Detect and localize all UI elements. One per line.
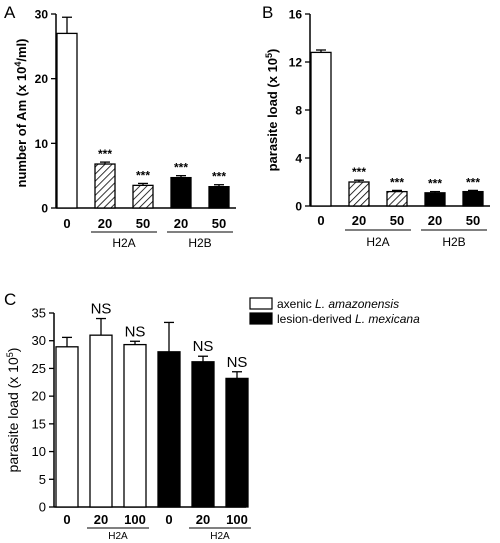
legend-entry: axenic L. amazonensis (277, 297, 399, 311)
y-tick-label: 15 (32, 416, 46, 431)
bar (348, 181, 370, 207)
bar (424, 192, 446, 207)
bar (191, 361, 215, 508)
y-tick-label: 0 (295, 200, 302, 214)
significance-label: *** (466, 175, 480, 189)
significance-label: NS (125, 323, 146, 340)
bar (94, 163, 116, 209)
y-tick-label: 20 (32, 389, 46, 404)
x-category-label: 100 (124, 512, 146, 527)
significance-label: NS (91, 301, 112, 318)
y-tick-label: 20 (35, 72, 49, 86)
significance-label: NS (193, 338, 214, 355)
y-tick-label: 30 (32, 333, 46, 348)
y-tick-label: 0 (41, 202, 48, 216)
significance-label: *** (174, 161, 188, 175)
legend-swatch (249, 312, 273, 325)
x-category-label: 50 (212, 216, 226, 231)
y-tick-label: 12 (289, 56, 303, 70)
x-category-label: 50 (390, 213, 404, 228)
group-label: H2B (188, 236, 211, 250)
panel-a: 0 10 20 30 number of Am (x 104/ml) 0 *** 20 *** 5… (13, 8, 236, 250)
panel-b-letter: B (262, 3, 273, 22)
significance-label: *** (98, 147, 112, 161)
bar (157, 351, 181, 508)
x-category-label: 20 (98, 216, 112, 231)
y-tick-label: 8 (295, 104, 302, 118)
legend-swatch (249, 297, 273, 310)
chart-panels: 0 10 20 30 number of Am (x 104/ml) 0 *** 20 *** 5… (5, 8, 490, 542)
legend-entry: lesion-derived L. mexicana (277, 312, 420, 326)
group-label: H2B (442, 235, 465, 249)
y-tick-label: 0 (39, 500, 46, 515)
y-tick-label: 25 (32, 361, 46, 376)
panel-c: 0 5 10 15 20 25 30 35 parasite load (x 105) 0 NS 20… (5, 297, 420, 542)
bar (225, 377, 249, 508)
group-label: H2A (108, 531, 128, 542)
bar (123, 343, 147, 508)
x-category-label: 0 (165, 512, 172, 527)
significance-label: *** (136, 168, 150, 182)
x-category-label: 0 (317, 213, 324, 228)
panel-a-letter: A (4, 3, 16, 22)
y-axis-label: parasite load (x 105) (5, 348, 21, 473)
y-axis-label: parasite load (x 105) (264, 49, 280, 172)
significance-label: *** (352, 165, 366, 179)
bar (386, 190, 408, 207)
significance-label: *** (390, 175, 404, 189)
x-category-label: 0 (63, 512, 70, 527)
y-tick-label: 4 (295, 152, 302, 166)
bar (55, 346, 79, 508)
x-category-label: 50 (466, 213, 480, 228)
panel-b: 0 4 8 12 16 parasite load (x 105) 0 *** 20 *** 50 *… (264, 8, 490, 249)
x-category-label: 20 (196, 512, 210, 527)
bar (56, 32, 78, 209)
bar (132, 184, 154, 209)
bar (310, 51, 332, 207)
x-category-label: 100 (226, 512, 248, 527)
group-label: H2A (112, 236, 135, 250)
y-tick-label: 16 (289, 8, 303, 22)
bar (89, 334, 113, 508)
x-category-label: 0 (63, 216, 70, 231)
x-category-label: 20 (428, 213, 442, 228)
x-category-label: 20 (94, 512, 108, 527)
y-tick-label: 30 (35, 8, 49, 22)
group-label: H2A (210, 531, 230, 542)
x-category-label: 20 (174, 216, 188, 231)
y-axis-label: number of Am (x 104/ml) (13, 38, 29, 187)
y-tick-label: 5 (39, 472, 46, 487)
panel-c-letter: C (4, 290, 16, 309)
y-tick-label: 35 (32, 306, 46, 321)
significance-label: *** (428, 177, 442, 191)
x-category-label: 20 (352, 213, 366, 228)
bar (208, 186, 230, 209)
significance-label: NS (227, 354, 248, 371)
bar (462, 190, 484, 207)
y-tick-label: 10 (35, 137, 49, 151)
significance-label: *** (212, 170, 226, 184)
x-category-label: 50 (136, 216, 150, 231)
y-tick-label: 10 (32, 444, 46, 459)
group-label: H2A (366, 235, 389, 249)
bar (170, 176, 192, 209)
